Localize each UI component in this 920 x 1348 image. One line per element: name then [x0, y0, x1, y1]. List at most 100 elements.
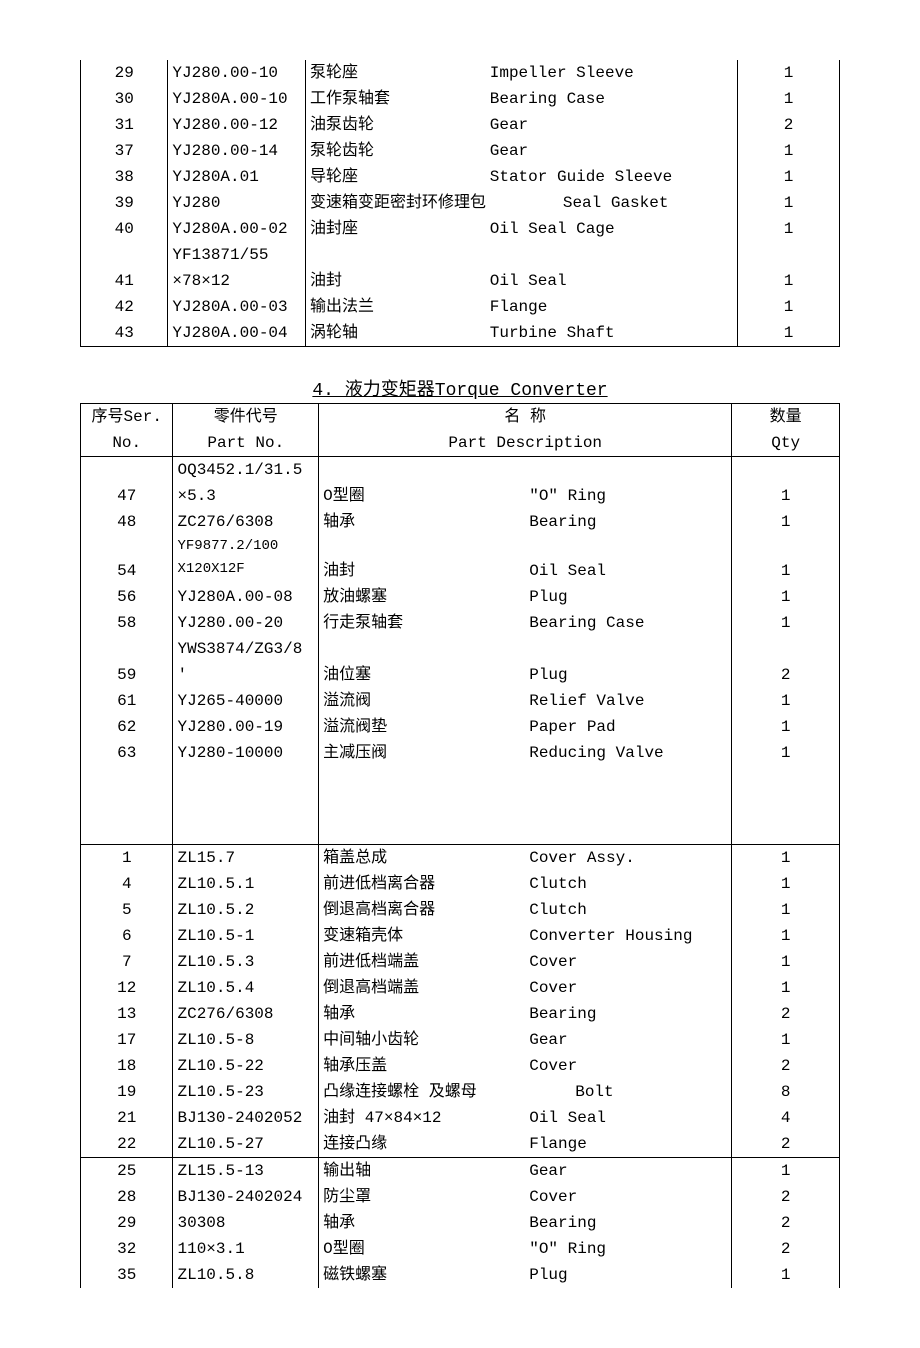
- cell-partno: OQ3452.1/31.5: [173, 457, 319, 484]
- cell-desc-en: Oil Seal: [486, 268, 738, 294]
- cell-qty: 1: [732, 845, 840, 872]
- cell-partno: ZL10.5-1: [173, 923, 319, 949]
- cell-ser: 12: [81, 975, 173, 1001]
- table-row: 48ZC276/6308轴承Bearing1: [81, 509, 840, 535]
- cell-desc-cn: 中间轴小齿轮: [319, 1027, 526, 1053]
- cell-ser: 58: [81, 610, 173, 636]
- cell-desc-cn: 箱盖总成: [319, 845, 526, 872]
- cell-ser: 31: [81, 112, 168, 138]
- cell-partno: ZL10.5-8: [173, 1027, 319, 1053]
- cell-desc-en: Cover: [525, 949, 732, 975]
- cell-desc-cn: 凸缘连接螺栓 及螺母: [319, 1079, 526, 1105]
- table-row: 47×5.3O型圈"O" Ring1: [81, 483, 840, 509]
- cell-partno: X120X12F: [173, 558, 319, 584]
- cell-desc-cn: [319, 535, 526, 558]
- cell-desc-cn: 油封 47×84×12: [319, 1105, 526, 1131]
- cell-desc-cn: 前进低档端盖: [319, 949, 526, 975]
- cell-qty: 1: [732, 688, 840, 714]
- cell-ser: 48: [81, 509, 173, 535]
- cell-partno: BJ130-2402024: [173, 1184, 319, 1210]
- cell-qty: 1: [738, 164, 840, 190]
- cell-qty: 1: [738, 86, 840, 112]
- cell-desc-cn: 连接凸缘: [319, 1131, 526, 1158]
- cell-desc-cn: [306, 242, 486, 268]
- cell-desc-cn: 放油螺塞: [319, 584, 526, 610]
- parts-table-1: 29YJ280.00-10泵轮座Impeller Sleeve130YJ280A…: [80, 60, 840, 347]
- cell-qty: 1: [732, 610, 840, 636]
- cell-qty: 1: [732, 897, 840, 923]
- cell-desc-en: Oil Seal Cage: [486, 216, 738, 242]
- cell-desc-en: [525, 457, 732, 484]
- cell-ser: 54: [81, 558, 173, 584]
- cell-desc-cn: 轴承压盖: [319, 1053, 526, 1079]
- cell-qty: 1: [732, 1262, 840, 1288]
- spacer-row: [81, 818, 840, 845]
- cell-qty: 2: [732, 1236, 840, 1262]
- cell-qty: 1: [732, 1027, 840, 1053]
- table-row: 31YJ280.00-12油泵齿轮Gear2: [81, 112, 840, 138]
- cell-desc-en: Gear: [486, 112, 738, 138]
- cell-partno: YJ280.00-14: [168, 138, 306, 164]
- cell-desc-en: Converter Housing: [525, 923, 732, 949]
- cell-desc-en: Bearing: [525, 1001, 732, 1027]
- cell-desc-cn: 防尘罩: [319, 1184, 526, 1210]
- cell-desc-cn: 油封: [319, 558, 526, 584]
- cell-desc-en: [525, 535, 732, 558]
- cell-ser: 7: [81, 949, 173, 975]
- table-row: 19ZL10.5-23凸缘连接螺栓 及螺母Bolt8: [81, 1079, 840, 1105]
- cell-desc-en: Stator Guide Sleeve: [486, 164, 738, 190]
- cell-partno: ZL15.7: [173, 845, 319, 872]
- cell-ser: 21: [81, 1105, 173, 1131]
- cell-desc-cn: 导轮座: [306, 164, 486, 190]
- table-row: 18ZL10.5-22轴承压盖Cover2: [81, 1053, 840, 1079]
- table-header-row-2: No. Part No. Part Description Qty: [81, 430, 840, 457]
- cell-ser: [81, 636, 173, 662]
- cell-ser: 47: [81, 483, 173, 509]
- table-header-row-1: 序号Ser. 零件代号 名 称 数量: [81, 404, 840, 431]
- cell-desc-en: Flange: [486, 294, 738, 320]
- cell-partno: ZL10.5-23: [173, 1079, 319, 1105]
- cell-ser: 39: [81, 190, 168, 216]
- cell-desc-en: Oil Seal: [525, 558, 732, 584]
- cell-desc-cn: 倒退高档端盖: [319, 975, 526, 1001]
- cell-partno: YJ280.00-19: [173, 714, 319, 740]
- cell-ser: 28: [81, 1184, 173, 1210]
- cell-ser: 4: [81, 871, 173, 897]
- cell-qty: 8: [732, 1079, 840, 1105]
- cell-ser: 5: [81, 897, 173, 923]
- cell-ser: 63: [81, 740, 173, 766]
- cell-partno: ZL10.5.2: [173, 897, 319, 923]
- table-row: 54X120X12F油封Oil Seal1: [81, 558, 840, 584]
- header-ser: 序号Ser.: [81, 404, 173, 431]
- cell-desc-cn: 输出轴: [319, 1158, 526, 1185]
- cell-ser: 19: [81, 1079, 173, 1105]
- cell-qty: 1: [738, 190, 840, 216]
- cell-desc-en: Plug: [525, 662, 732, 688]
- header-partno-2: Part No.: [173, 430, 319, 457]
- table-row: 58YJ280.00-20行走泵轴套Bearing Case1: [81, 610, 840, 636]
- cell-partno: ZL10.5.8: [173, 1262, 319, 1288]
- cell-qty: 1: [732, 740, 840, 766]
- cell-partno: YJ280A.00-10: [168, 86, 306, 112]
- cell-partno: YJ265-40000: [173, 688, 319, 714]
- cell-desc-cn: 涡轮轴: [306, 320, 486, 347]
- table-row: 28BJ130-2402024防尘罩Cover2: [81, 1184, 840, 1210]
- cell-partno: ZL10.5.3: [173, 949, 319, 975]
- table-row: 30YJ280A.00-10工作泵轴套Bearing Case1: [81, 86, 840, 112]
- table-row: 4ZL10.5.1前进低档离合器Clutch1: [81, 871, 840, 897]
- cell-partno: YJ280A.00-02: [168, 216, 306, 242]
- cell-ser: 29: [81, 1210, 173, 1236]
- cell-ser: 25: [81, 1158, 173, 1185]
- cell-qty: 4: [732, 1105, 840, 1131]
- cell-desc-en: Flange: [525, 1131, 732, 1158]
- table-row: 12ZL10.5.4倒退高档端盖Cover1: [81, 975, 840, 1001]
- table-row: 63YJ280-10000主减压阀Reducing Valve1: [81, 740, 840, 766]
- cell-ser: 37: [81, 138, 168, 164]
- table-row: 56YJ280A.00-08放油螺塞Plug1: [81, 584, 840, 610]
- cell-ser: [81, 457, 173, 484]
- cell-partno: ZL10.5-22: [173, 1053, 319, 1079]
- cell-partno: YWS3874/ZG3/8: [173, 636, 319, 662]
- table-row: 6ZL10.5-1变速箱壳体Converter Housing1: [81, 923, 840, 949]
- cell-desc-cn: 工作泵轴套: [306, 86, 486, 112]
- table-row: 61YJ265-40000溢流阀Relief Valve1: [81, 688, 840, 714]
